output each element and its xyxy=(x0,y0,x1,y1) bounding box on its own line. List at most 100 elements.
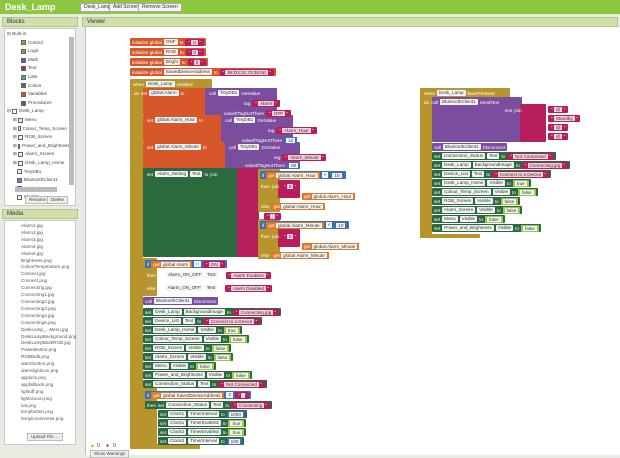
block-row[interactable]: set Device_List Text to “ Connect to a Devic… xyxy=(432,170,552,178)
block-row[interactable]: initialize global RGB to “ 0 ” xyxy=(130,48,206,56)
text-string-block[interactable]: “ Connecting.jpg ” xyxy=(521,161,569,169)
dropdown-field[interactable]: Alarm_ON_OFF xyxy=(165,285,203,291)
block-row[interactable]: then set Alarm_ON_OFF Text to “ Alarm Enabled… xyxy=(145,271,273,279)
expand-icon[interactable]: ⊞ xyxy=(13,125,17,131)
media-file[interactable]: Alarm1.jpg xyxy=(21,223,43,228)
number-block[interactable]: 12 xyxy=(284,136,298,144)
block-row[interactable]: set Menu Visible to false xyxy=(143,362,216,370)
media-file[interactable]: Connecting3.png xyxy=(21,305,56,311)
boolean-block[interactable]: false xyxy=(213,353,232,361)
block-row[interactable]: valueIfTagNotThere 00 xyxy=(243,161,302,169)
media-file[interactable]: Connecting.jpg xyxy=(21,285,52,291)
text-string-block[interactable]: “ OFF ” xyxy=(266,109,291,117)
dropdown-field[interactable]: Connection_Status xyxy=(442,153,485,159)
block-row[interactable]: if get global Alarm = “ ON ” xyxy=(145,260,228,268)
text-string-block[interactable]: “ Connecting.jpg ” xyxy=(232,308,280,316)
number-block[interactable]: 100 xyxy=(226,437,243,445)
tree-item-variables[interactable]: Variables xyxy=(7,90,67,99)
operator-field[interactable]: < xyxy=(321,172,329,178)
block-row[interactable]: when Desk_Lamp Initialize xyxy=(131,80,195,88)
text-string-block[interactable]: “ ” xyxy=(234,391,250,399)
block-row[interactable]: set Connection_Status Text to “ Not Connecte… xyxy=(143,380,267,388)
media-file[interactable]: alarmlighticon.png xyxy=(21,368,59,374)
tree-component[interactable]: TinyDB1 xyxy=(7,168,67,177)
dropdown-field[interactable]: BluetoothClient1 xyxy=(153,298,192,304)
collapse-icon[interactable]: ⊟ xyxy=(7,108,11,114)
block-row[interactable]: initialize global ONF to “ 0 ” xyxy=(130,38,206,46)
get-variable-block[interactable]: get global Alarm_Hour xyxy=(271,202,325,210)
block-row[interactable]: set Colour_Temp_Screen Visible to false xyxy=(432,188,538,196)
expand-icon[interactable]: ⊞ xyxy=(13,116,17,122)
block-row[interactable]: set Alarm_Screen Visible to false xyxy=(432,206,523,214)
operator-field[interactable]: = xyxy=(194,261,201,267)
event-bottom[interactable] xyxy=(130,444,200,449)
media-file[interactable]: DeskLampBackground.png xyxy=(21,333,77,339)
media-file[interactable]: Connect.jpg xyxy=(21,271,46,277)
block-row[interactable]: initialize global SavedDeviceAddress to “ 9… xyxy=(130,68,276,76)
dropdown-field[interactable]: Desk_Lamp_Home xyxy=(442,180,486,186)
dropdown-field[interactable]: global Alarm_Minute xyxy=(155,144,201,150)
tree-component[interactable]: BluetoothClient1 xyxy=(7,176,67,185)
block-row[interactable]: set Alarm_Setting Text to join xyxy=(145,170,219,178)
block-row[interactable]: “ : ” xyxy=(262,212,283,220)
block-row[interactable]: set Desk_Lamp_Home Visible to true xyxy=(143,326,242,334)
text-string-block[interactable]: “ @ ” xyxy=(548,132,569,140)
dropdown-field[interactable]: BackgroundImage xyxy=(472,162,514,168)
get-variable-block[interactable]: get global SavedDeviceAddress xyxy=(151,391,225,399)
block-row[interactable]: call TinyDB1 GetValue xyxy=(223,116,278,124)
block-row[interactable]: if get global Alarm_Hour <10 xyxy=(260,171,346,179)
block-row[interactable]: text join xyxy=(503,106,524,114)
block-row[interactable]: if get global SavedDeviceAddress ≠ “ ” xyxy=(145,391,252,399)
event-bottom[interactable] xyxy=(420,234,480,238)
block-row[interactable]: set Clock1 TimerEnabled to true xyxy=(158,419,247,427)
dropdown-field[interactable]: TinyDB1 xyxy=(217,90,240,96)
tree-component[interactable]: ⊞ Menu xyxy=(7,116,67,125)
dropdown-field[interactable]: Alarm_ON_OFF xyxy=(166,272,204,278)
remove-screen-button[interactable]: Remove Screen xyxy=(138,3,182,12)
dropdown-field[interactable]: Visible xyxy=(459,216,478,222)
media-file[interactable]: lightonicon.png xyxy=(21,395,52,401)
tree-item-lists[interactable]: Lists xyxy=(7,73,67,82)
block-row[interactable]: valueIfTagNotThere 12 xyxy=(240,136,299,144)
block-row[interactable]: “ @ ” xyxy=(546,132,570,140)
dropdown-field[interactable]: TinyDB1 xyxy=(233,117,256,123)
tree-item-text[interactable]: Text xyxy=(7,64,67,73)
block-row[interactable]: call BluetoothClient1 Disconnect xyxy=(143,297,219,305)
tree-item-logic[interactable]: Logic xyxy=(7,47,67,56)
tree-component[interactable]: ⊞ Desk_Lamp_Home xyxy=(7,159,67,168)
block-row[interactable]: do call BluetoothClient1 SendText xyxy=(422,98,501,106)
dropdown-field[interactable]: Menu xyxy=(442,216,458,222)
boolean-block[interactable]: true xyxy=(228,428,245,436)
dropdown-field[interactable]: TimerInterval xyxy=(188,411,219,417)
dropdown-field[interactable]: Text xyxy=(182,318,196,324)
dropdown-field[interactable]: Visible xyxy=(475,198,493,204)
media-file[interactable]: DeskLamp_...Menu.jpg xyxy=(21,326,69,332)
tree-component[interactable]: ⊞ Colour_Temp_Screen xyxy=(7,125,67,134)
block-row[interactable]: set RGB_Screen Visible to false xyxy=(143,344,232,352)
dropdown-field[interactable]: BackgroundImage xyxy=(183,309,225,315)
number-block[interactable]: 00 xyxy=(287,161,301,169)
dropdown-field[interactable]: Visible xyxy=(495,225,514,231)
tree-horizontal-scrollbar[interactable] xyxy=(15,187,57,192)
block-row[interactable]: if get global Alarm_Minute <10 xyxy=(260,221,350,229)
block-row[interactable]: set Menu Visible to false xyxy=(432,215,505,223)
block-row[interactable]: set global Alarm_Minute to xyxy=(145,143,209,151)
dropdown-field[interactable]: Desk_Lamp_Home xyxy=(153,327,197,333)
expand-icon[interactable]: ⊞ xyxy=(13,134,17,140)
dropdown-field[interactable]: Desk_Lamp xyxy=(145,81,175,87)
boolean-block[interactable]: false xyxy=(195,362,214,370)
text-string-block[interactable]: “ Connect to a Device ” xyxy=(492,170,550,178)
expand-icon[interactable]: ⊞ xyxy=(13,159,17,165)
dropdown-field[interactable]: Text xyxy=(197,381,211,387)
tree-item-colors[interactable]: Colors xyxy=(7,82,67,91)
block-row[interactable]: else get global Alarm_Hour xyxy=(259,202,327,210)
expand-icon[interactable]: ⊞ xyxy=(13,151,17,157)
media-file[interactable]: RGBBulb.png xyxy=(21,354,50,360)
tree-screen[interactable]: ⊟ Desk_Lamp xyxy=(7,107,67,116)
block-row[interactable]: set Desk_Lamp_Home Visible to true xyxy=(432,179,531,187)
dropdown-field[interactable]: Colour_Temp_Screen xyxy=(153,336,202,342)
text-string-block[interactable]: “ Alarm Disabled ” xyxy=(225,284,272,292)
block-row[interactable]: tag “ Alarm_Hour ” xyxy=(266,126,319,134)
tree-component[interactable]: ⊞ Power_and_Brightness xyxy=(7,142,70,151)
block-row[interactable]: tag “ Alarm_Minute ” xyxy=(272,153,328,161)
